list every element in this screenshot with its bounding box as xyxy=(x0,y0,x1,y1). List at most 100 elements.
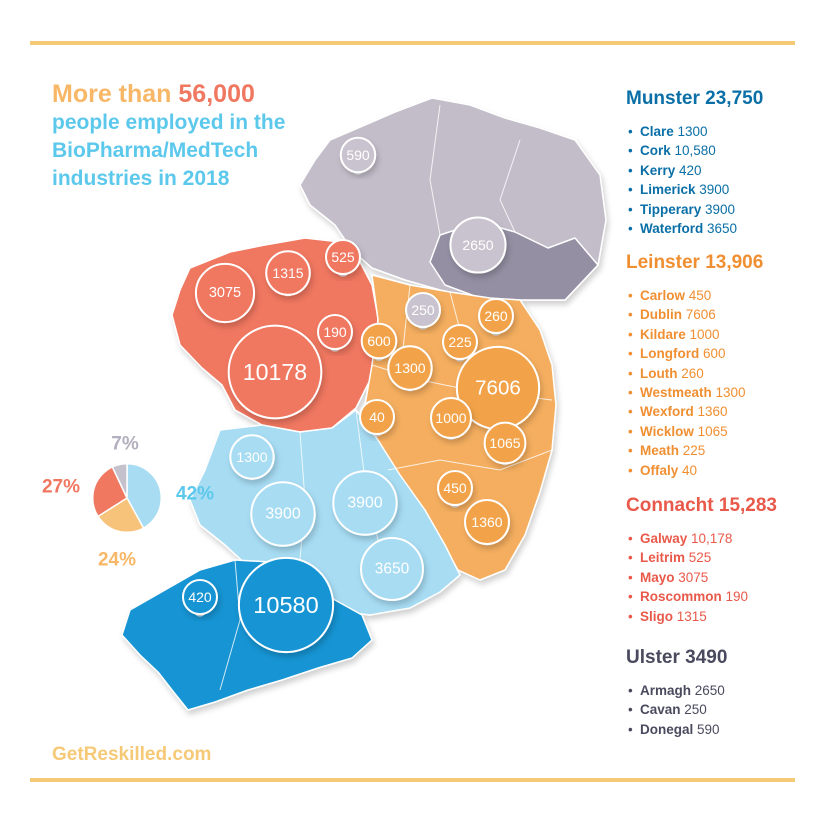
county-value: 450 xyxy=(685,288,712,303)
county-value: 10,580 xyxy=(670,143,716,159)
bubble-label: 3900 xyxy=(265,506,300,523)
legend-region-heading: Munster 23,750 xyxy=(626,88,764,109)
legend-county-item: Roscommon 190 xyxy=(626,587,777,607)
county-bubble: 420 xyxy=(182,579,218,617)
legend-county-item: Offaly 40 xyxy=(626,461,763,481)
legend-county-list: Galway 10,178Leitrim 525 Mayo 3075 Roscomm… xyxy=(626,529,777,626)
county-value: 1315 xyxy=(673,608,707,624)
legend-county-item: Carlow 450 xyxy=(626,286,763,306)
bubble-label: 225 xyxy=(448,334,472,350)
county-bubble: 1065 xyxy=(483,421,527,466)
bubble-circle xyxy=(194,262,256,324)
legend-county-item: Limerick 3900 xyxy=(626,180,763,200)
county-value: 250 xyxy=(680,702,707,718)
bubble-label: 250 xyxy=(411,302,435,318)
bubble-circle xyxy=(250,481,316,547)
legend-region-heading: Connacht 15,283 xyxy=(626,495,777,516)
county-bubble: 3650 xyxy=(360,537,424,601)
bubble-circle xyxy=(317,314,353,350)
bubble-circle xyxy=(229,434,275,480)
bubble-circle xyxy=(387,345,433,391)
county-name: Kildare xyxy=(640,326,686,342)
county-bubble: 1300 xyxy=(387,345,433,392)
county-name: Tipperary xyxy=(640,201,702,217)
county-name: Limerick xyxy=(640,182,696,198)
county-name: Roscommon xyxy=(640,589,722,605)
bubble-label: 1065 xyxy=(489,435,520,451)
bubble-label: 7606 xyxy=(475,377,521,400)
bubble-circle xyxy=(429,396,473,440)
county-name: Mayo xyxy=(640,569,675,585)
county-value: 3075 xyxy=(674,569,709,585)
bubble-label: 10178 xyxy=(243,359,307,385)
county-value: 40 xyxy=(678,462,698,478)
legend-county-list: Carlow 450Dublin 7606Kildare 1000Longfor… xyxy=(626,286,763,480)
county-bubble: 1300 xyxy=(229,434,275,481)
county-name: Meath xyxy=(640,443,680,459)
county-bubble: 250 xyxy=(405,292,441,330)
county-value: 525 xyxy=(685,550,712,566)
legend-county-item: Tipperary 3900 xyxy=(626,200,763,220)
county-bubble: 450 xyxy=(437,470,473,508)
county-value: 1300 xyxy=(673,124,708,139)
county-value: 1300 xyxy=(711,385,746,401)
legend-county-item: Meath 225 xyxy=(626,441,763,461)
legend-county-item: Clare 1300 xyxy=(626,122,763,142)
pie-label: 27% xyxy=(42,477,80,498)
legend-county-item: Wexford 1360 xyxy=(626,402,763,422)
bubble-circle xyxy=(478,298,514,334)
legend-connacht: Connacht 15,283 Galway 10,178Leitrim 525 M… xyxy=(626,495,777,626)
county-value: 600 xyxy=(699,346,726,362)
county-bubble: 10580 xyxy=(237,556,335,654)
pie-outline xyxy=(90,461,164,535)
bubble-circle xyxy=(437,470,473,506)
county-bubble: 2650 xyxy=(449,216,507,274)
bubble-label: 420 xyxy=(188,589,212,605)
headline-line-2: people employed in the xyxy=(52,111,286,134)
bubble-circle xyxy=(449,216,507,274)
county-bubble: 225 xyxy=(442,324,478,362)
bubble-label: 10580 xyxy=(253,592,318,618)
bubble-circle xyxy=(483,421,527,465)
legend-county-item: Cavan 250 xyxy=(626,700,727,720)
bubble-circle xyxy=(339,136,377,174)
county-name: Leitrim xyxy=(640,550,686,566)
legend-county-item: Longford 600 xyxy=(626,344,763,364)
county-name: Dublin xyxy=(640,307,682,323)
bubble-circle xyxy=(325,239,361,275)
county-bubble: 3900 xyxy=(332,470,398,536)
county-value: 1360 xyxy=(693,404,728,420)
county-bubble: 7606 xyxy=(455,345,541,431)
legend-county-item: Armagh 2650 xyxy=(626,681,727,701)
legend-county-item: Wicklow 1065 xyxy=(626,422,763,442)
county-name: Clare xyxy=(640,124,674,139)
bottom-rule xyxy=(30,778,795,782)
county-bubble: 260 xyxy=(478,298,514,336)
bubble-circle xyxy=(463,498,511,546)
bubble-circle xyxy=(332,470,398,536)
bubble-label: 260 xyxy=(484,308,508,324)
pie-label: 7% xyxy=(111,434,139,455)
legend-county-item: Galway 10,178 xyxy=(626,529,777,549)
county-name: Cavan xyxy=(640,702,681,718)
county-value: 225 xyxy=(679,443,706,459)
county-value: 1065 xyxy=(693,423,728,439)
bubble-label: 525 xyxy=(331,249,355,265)
bubble-circle xyxy=(359,399,395,435)
county-value: 3900 xyxy=(701,201,736,217)
county-bubble: 525 xyxy=(325,239,361,277)
pie-label: 42% xyxy=(176,484,214,505)
pie-label: 24% xyxy=(98,550,136,571)
county-name: Sligo xyxy=(640,608,673,624)
bubble-circle xyxy=(182,579,218,615)
bubble-circle xyxy=(360,322,398,360)
bubble-circle xyxy=(237,556,335,654)
county-name: Carlow xyxy=(640,288,686,303)
headline-line-4: industries in 2018 xyxy=(52,167,230,190)
legend-county-item: Louth 260 xyxy=(626,364,763,384)
county-bubble: 3900 xyxy=(250,481,316,547)
county-value: 3900 xyxy=(695,182,730,198)
footer-brand: GetReskilled.com xyxy=(52,744,212,765)
county-name: Westmeath xyxy=(640,385,712,401)
county-bubble: 3075 xyxy=(194,262,256,324)
